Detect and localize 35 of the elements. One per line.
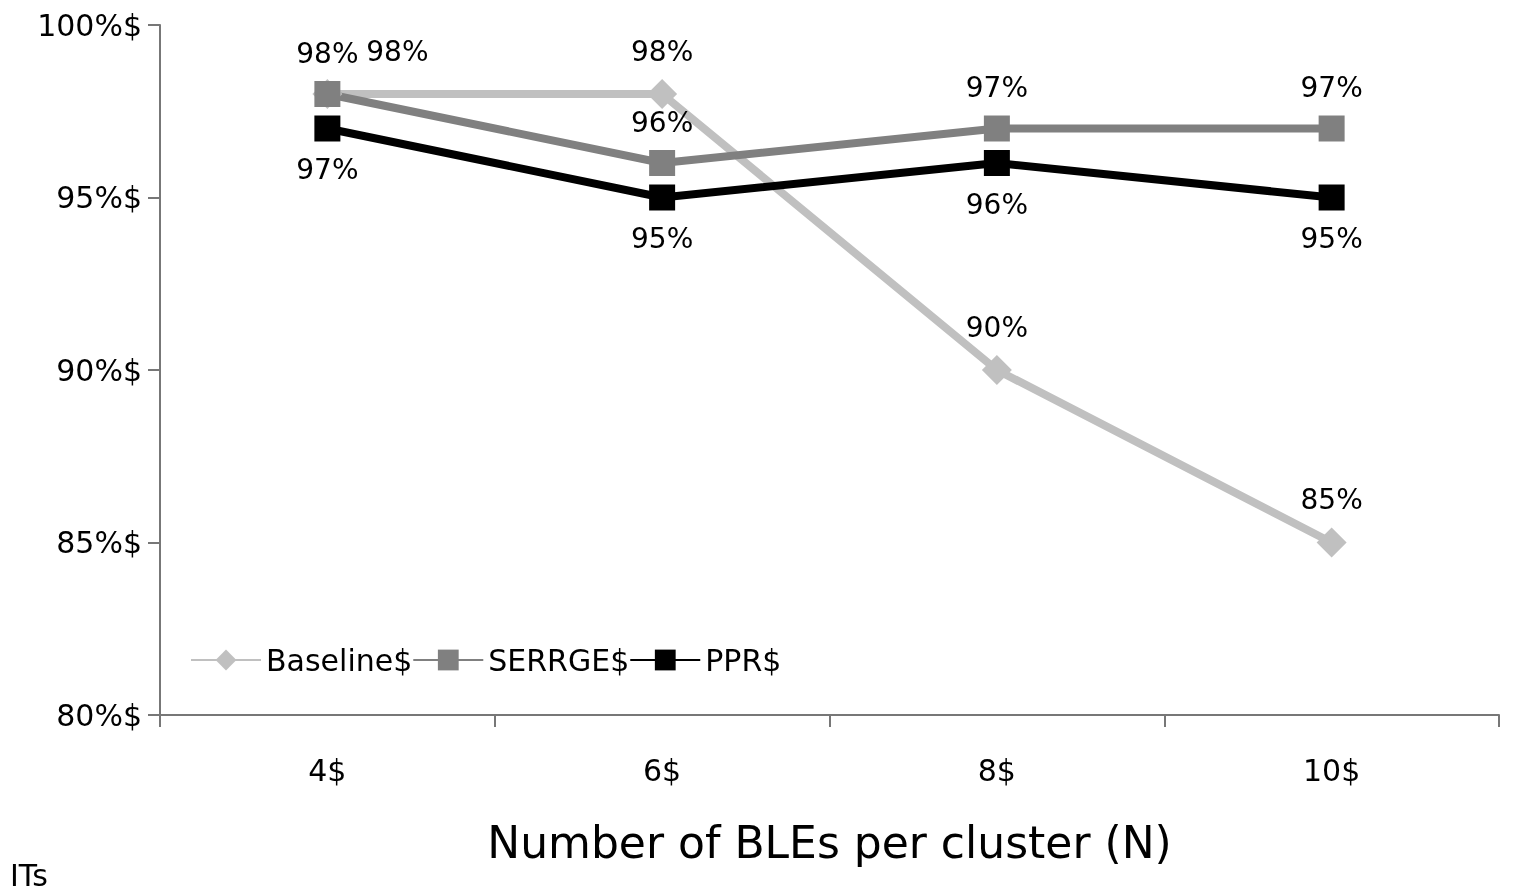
- data-label: 98%: [296, 36, 359, 70]
- data-label: 90%: [965, 310, 1028, 344]
- point: [981, 355, 1012, 385]
- x-tick-label: 8$: [977, 752, 1016, 788]
- point: [1316, 527, 1347, 558]
- point: [649, 184, 676, 211]
- data-label: 95%: [1300, 222, 1363, 255]
- x-tick-label: 6$: [643, 752, 682, 788]
- y-tick-label: 95%$: [56, 180, 142, 215]
- data-label: 96%: [631, 105, 694, 139]
- legend-label: Baseline$: [266, 642, 413, 678]
- x-tick-label: 4$: [308, 752, 347, 788]
- data-label: 97%: [1300, 71, 1363, 104]
- y-tick-label: 100%$: [37, 7, 142, 43]
- point: [983, 115, 1010, 142]
- y-tick-label: 80%$: [56, 697, 142, 733]
- point: [314, 115, 341, 142]
- data-label: 95%: [631, 222, 694, 255]
- point: [1318, 115, 1345, 142]
- legend-label: SERRGE$: [488, 642, 630, 678]
- data-label: 97%: [965, 71, 1028, 104]
- x-tick-label: 10$: [1302, 752, 1361, 788]
- legend-label: PPR$: [705, 642, 782, 678]
- y-tick-label: 85%$: [56, 525, 142, 560]
- x-axis-title: Number of BLEs per cluster (N): [487, 816, 1172, 868]
- data-label: 85%: [1300, 483, 1363, 516]
- text: ITs: [10, 857, 48, 890]
- point: [1318, 184, 1345, 211]
- point: [983, 150, 1010, 176]
- data-label: 96%: [965, 187, 1028, 221]
- point: [649, 150, 676, 176]
- data-label: 97%: [296, 153, 359, 186]
- data-label: 98%: [631, 34, 694, 68]
- y-tick-label: 90%$: [56, 352, 142, 388]
- data-label: 98%: [366, 34, 429, 68]
